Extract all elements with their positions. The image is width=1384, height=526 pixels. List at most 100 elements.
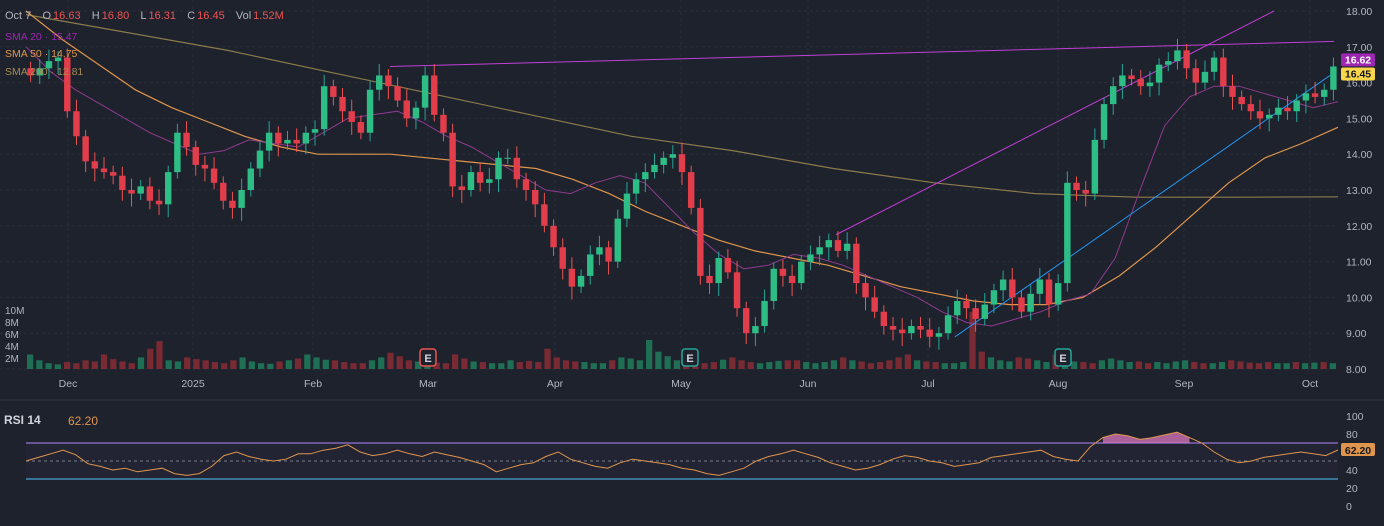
volume-bar: [1228, 360, 1235, 369]
volume-bar: [1163, 363, 1170, 369]
y-tick-label: 18.00: [1346, 6, 1372, 18]
volume-bar: [1172, 361, 1179, 369]
candle-body: [1174, 50, 1181, 62]
legend-sma200[interactable]: SMA 200 · 12.81: [5, 66, 84, 78]
candle-body: [1110, 86, 1117, 105]
candle-body: [220, 182, 227, 201]
candle-body: [1054, 283, 1062, 305]
volume-bar: [1311, 362, 1318, 369]
volume-bar: [313, 357, 320, 369]
volume-bar: [304, 354, 311, 369]
x-tick-label: 2025: [181, 378, 205, 390]
volume-bar: [1144, 363, 1152, 369]
volume-bar: [590, 363, 597, 369]
x-tick-label: May: [671, 378, 692, 390]
candle-body: [1192, 68, 1200, 83]
candle-body: [1210, 57, 1218, 72]
candle-body: [357, 121, 365, 133]
candle-body: [449, 132, 456, 187]
y-tick-label: 10.00: [1346, 292, 1372, 304]
candle-body: [229, 200, 236, 208]
volume-bar: [1126, 362, 1133, 369]
candle-body: [1220, 57, 1227, 87]
sma20-price-badge: [1341, 53, 1375, 67]
volume-bar: [27, 354, 34, 369]
legend-sma200-name: SMA 200: [5, 66, 48, 78]
legend-sma20[interactable]: SMA 20 · 15.47: [5, 31, 78, 43]
volume-bars: [27, 312, 1336, 369]
earnings-marker: [419, 348, 437, 367]
candle-body: [770, 268, 777, 301]
volume-bar: [775, 360, 782, 369]
candle-body: [311, 129, 319, 133]
x-tick-label: Mar: [419, 378, 438, 390]
volume-bar: [100, 354, 108, 369]
candle-body: [36, 68, 43, 76]
candle-body: [1073, 182, 1080, 190]
candle-body: [816, 247, 823, 255]
legend-sma50-name: SMA 50: [5, 48, 42, 60]
rsi-title[interactable]: RSI 14: [4, 413, 41, 427]
volume-bar: [461, 358, 468, 369]
candle-body: [1064, 182, 1071, 284]
volume-bar: [45, 363, 52, 369]
candle-body: [999, 279, 1007, 291]
candle-body: [73, 111, 80, 137]
candle-body: [1137, 79, 1144, 87]
volume-bar: [1006, 361, 1013, 369]
volume-bar: [1246, 362, 1253, 369]
volume-bar: [766, 362, 773, 369]
rsi-value: 62.20: [68, 414, 99, 428]
volume-bar: [1218, 362, 1226, 369]
volume-bar: [960, 362, 967, 369]
volume-bar: [211, 362, 219, 369]
volume-bar: [91, 361, 98, 369]
low-value: 16.31: [148, 10, 177, 22]
y-tick-label: 15.00: [1346, 113, 1372, 125]
volume-bar: [867, 363, 875, 369]
candle-body: [128, 190, 135, 194]
legend-sma20-value: 15.47: [51, 31, 78, 43]
volume-bar: [350, 363, 357, 369]
volume-bar: [285, 360, 292, 369]
volume-bar: [978, 351, 985, 369]
rsi-tick-label: 20: [1346, 483, 1358, 495]
high-value: 16.80: [101, 10, 130, 22]
x-tick-label: Sep: [1175, 378, 1194, 390]
candle-body: [577, 275, 585, 287]
volume-tick-label: 6M: [5, 330, 19, 341]
volume-bar: [507, 360, 514, 369]
candle-body: [917, 326, 924, 330]
candle-body: [587, 254, 594, 276]
volume-bar: [1292, 362, 1300, 369]
volume-bar: [627, 358, 634, 369]
volume-bar: [572, 361, 579, 369]
volume-bar: [156, 341, 163, 369]
volume-bar: [1200, 363, 1207, 369]
candle-body: [807, 254, 814, 262]
candle-body: [715, 258, 722, 284]
volume-bar: [719, 359, 727, 369]
legend-sma50-value: 14.75: [51, 48, 78, 60]
rsi-tick-label: 80: [1346, 429, 1358, 441]
volume-bar: [294, 358, 302, 369]
volume-bar: [535, 362, 542, 369]
volume-bar: [664, 356, 671, 369]
candle-body: [559, 247, 566, 269]
volume-bar: [1034, 360, 1041, 369]
volume-bar: [553, 357, 560, 369]
volume-bar: [877, 362, 884, 369]
volume-bar: [276, 361, 283, 369]
legend-sma50[interactable]: SMA 50 · 14.75: [5, 48, 78, 60]
volume-bar: [221, 363, 228, 369]
candle-body: [1229, 86, 1236, 97]
candle-body: [1247, 104, 1255, 112]
candle-body: [348, 111, 355, 122]
candle-body: [137, 186, 144, 194]
sma20-price-badge-label: 16.62: [1345, 54, 1371, 66]
legend-sma200-value: 12.81: [56, 66, 84, 78]
candle-body: [275, 132, 282, 144]
